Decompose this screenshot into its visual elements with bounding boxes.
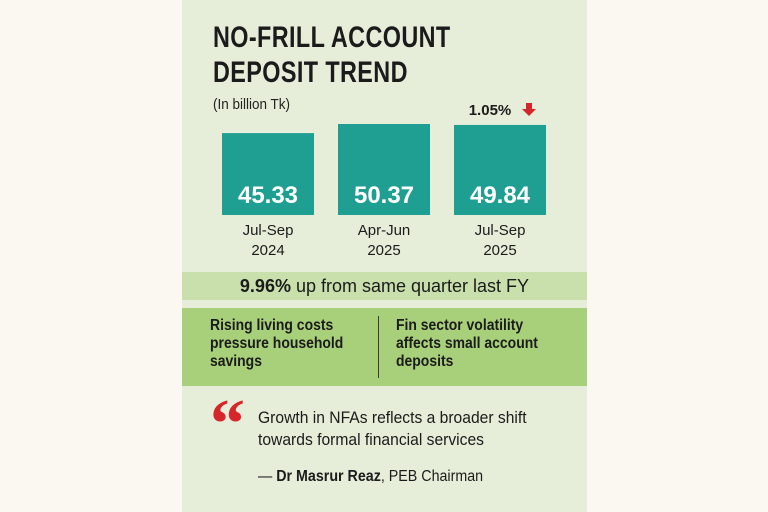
bar-1: [338, 124, 430, 215]
bar-chart: 45.33 Jul-Sep 2024 50.37 Apr-Jun 2025 49.84 Jul…: [222, 102, 546, 259]
category-label-0-1: 2024: [251, 242, 284, 259]
attribution-title: , PEB Chairman: [380, 468, 484, 485]
infographic-panel: [182, 0, 587, 512]
category-label-2-0: Jul-Sep: [475, 222, 526, 239]
unit-label: (In billion Tk): [213, 96, 291, 113]
attribution-dash: —: [258, 468, 277, 485]
factor-fin-sector: Fin sector volatility affects small acco…: [396, 317, 538, 370]
category-label-1-1: 2025: [367, 242, 400, 259]
chart-title-line1: NO-FRILL ACCOUNT: [213, 21, 451, 54]
chart-title-line2: DEPOSIT TREND: [213, 56, 408, 89]
attribution-name: Dr Masrur Reaz: [276, 468, 381, 485]
factor-living-costs: Rising living costs pressure household s…: [210, 317, 344, 370]
summary-rest: up from same quarter last FY: [290, 276, 530, 296]
bar-0: [222, 133, 314, 215]
category-label-1-0: Apr-Jun: [358, 222, 411, 239]
quote-attribution: — Dr Masrur Reaz, PEB Chairman: [258, 468, 483, 486]
bar-2: [454, 124, 546, 215]
category-label-2-1: 2025: [483, 242, 516, 259]
quote-text: Growth in NFAs reflects a broader shift …: [258, 408, 527, 449]
category-label-0-0: Jul-Sep: [243, 222, 294, 239]
summary-text: 9.96% up from same quarter last FY: [182, 276, 587, 297]
down-arrow-icon: [522, 102, 536, 116]
quote-mark-icon: “: [210, 386, 245, 463]
factors-band: Rising living costs pressure household s…: [182, 308, 587, 386]
bar-value-label-1: 50.37: [354, 182, 414, 209]
bar-value-label-2: 49.84: [470, 182, 531, 209]
summary-highlight: 9.96%: [239, 276, 291, 296]
change-annotation-label: 1.05%: [469, 102, 512, 119]
bar-value-label-0: 45.33: [238, 182, 298, 209]
summary-band: 9.96% up from same quarter last FY: [182, 272, 587, 300]
factor-divider: [378, 316, 379, 378]
